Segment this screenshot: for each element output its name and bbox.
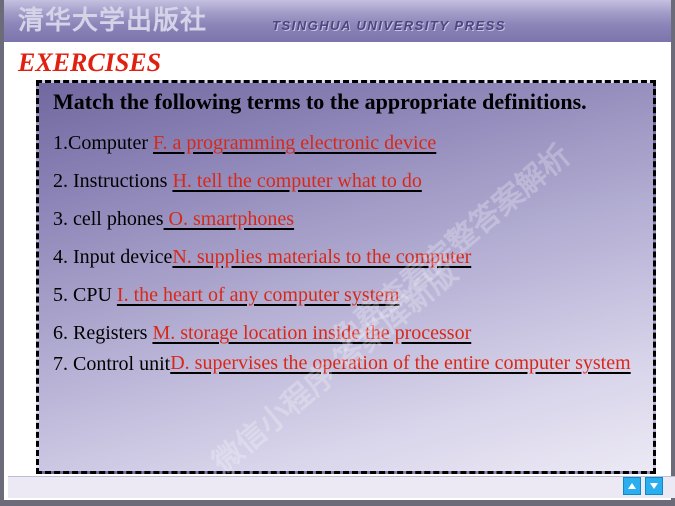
term-number: 6. <box>53 322 73 344</box>
match-row: 4. Input deviceN. supplies materials to … <box>53 247 639 267</box>
header-bar: 清华大学出版社 TSINGHUA UNIVERSITY PRESS <box>4 0 671 42</box>
answer-text: F. a programming electronic device <box>153 132 436 154</box>
arrow-down-icon <box>650 483 658 489</box>
answer-text: N. supplies materials to the computer <box>172 246 471 268</box>
match-row: 3. cell phones O. smartphones <box>53 209 639 229</box>
term-text: Registers <box>73 322 152 344</box>
term-text: Computer <box>68 132 153 154</box>
prev-button[interactable] <box>623 477 641 495</box>
section-title: EXERCISES <box>18 48 161 78</box>
term-number: 1. <box>53 132 68 154</box>
term-text: Instructions <box>73 170 172 192</box>
publisher-en: TSINGHUA UNIVERSITY PRESS <box>272 18 506 33</box>
arrow-up-icon <box>628 483 636 489</box>
footer-bar <box>8 476 675 498</box>
match-row: 2. Instructions H. tell the computer wha… <box>53 171 639 191</box>
answer-text: M. storage location inside the processor <box>152 322 471 344</box>
match-row: 1.Computer F. a programming electronic d… <box>53 133 639 153</box>
term-text: Control unit <box>73 353 170 375</box>
answer-text: I. the heart of any computer system <box>117 284 400 306</box>
term-number: 4. <box>53 246 73 268</box>
answer-text: H. tell the computer what to do <box>172 170 421 192</box>
slide: 清华大学出版社 TSINGHUA UNIVERSITY PRESS EXERCI… <box>4 0 671 500</box>
term-number: 3. <box>53 208 73 230</box>
term-number: 7. <box>53 353 73 375</box>
term-text: cell phones <box>73 208 164 230</box>
match-row: 6. Registers M. storage location inside … <box>53 323 639 343</box>
exercise-card: 免费查看完整答案解析 微信小程序 答案库新版 Match the followi… <box>36 80 656 474</box>
match-row: 7. Control unitD. supervises the operati… <box>53 353 639 376</box>
term-number: 5. <box>53 284 73 306</box>
term-text: Input device <box>73 246 172 268</box>
term-number: 2. <box>53 170 73 192</box>
term-text: CPU <box>73 284 117 306</box>
exercise-prompt: Match the following terms to the appropr… <box>53 89 639 115</box>
answer-text: D. supervises the operation of the entir… <box>170 353 630 373</box>
answer-text: O. smartphones <box>164 208 295 230</box>
next-button[interactable] <box>645 477 663 495</box>
match-row: 5. CPU I. the heart of any computer syst… <box>53 285 639 305</box>
publisher-cn: 清华大学出版社 <box>18 0 207 37</box>
